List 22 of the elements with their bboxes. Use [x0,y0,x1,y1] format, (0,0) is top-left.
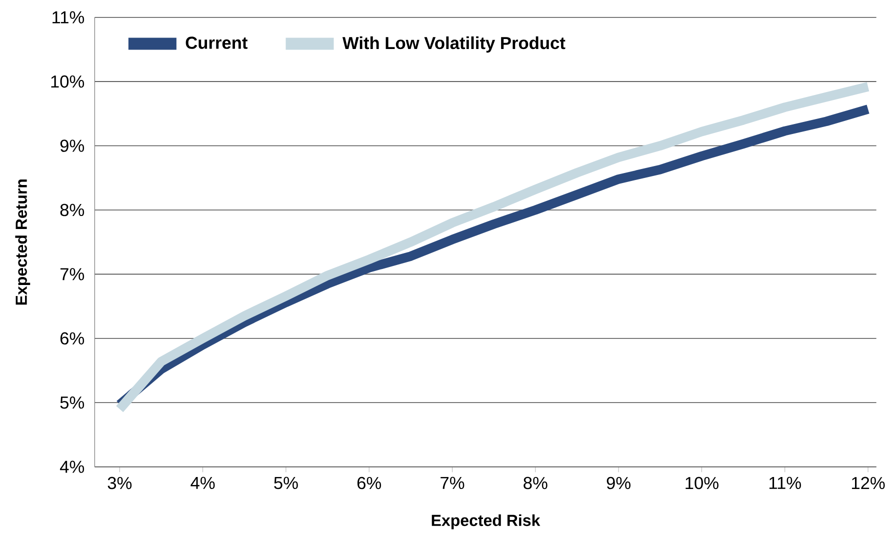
y-tick-label: 5% [60,396,84,409]
y-tick-label: 8% [60,204,84,216]
x-tick-label: 11% [769,476,801,489]
legend-label: With Low Volatility Product [342,36,566,52]
y-tick-label: 7% [60,268,84,280]
x-tick-label: 10% [686,476,718,490]
y-axis-title: Expected Return [15,179,30,305]
x-tick-label: 9% [606,476,630,490]
legend-label: Current [186,36,248,49]
x-axis-title: Expected Risk [432,514,540,530]
x-tick-label: 8% [524,476,548,490]
x-tick-label: 6% [357,476,382,490]
y-tick-label: 11% [52,11,84,24]
y-tick-label: 6% [60,332,84,344]
y-tick-label: 10% [51,75,84,88]
x-tick-label: 7% [440,476,464,489]
x-tick-label: 12% [852,476,885,490]
x-tick-label: 3% [108,476,132,490]
y-tick-label: 4% [60,460,84,473]
x-tick-label: 4% [190,476,215,489]
y-tick-label: 9% [60,140,84,152]
x-tick-label: 5% [274,476,298,489]
